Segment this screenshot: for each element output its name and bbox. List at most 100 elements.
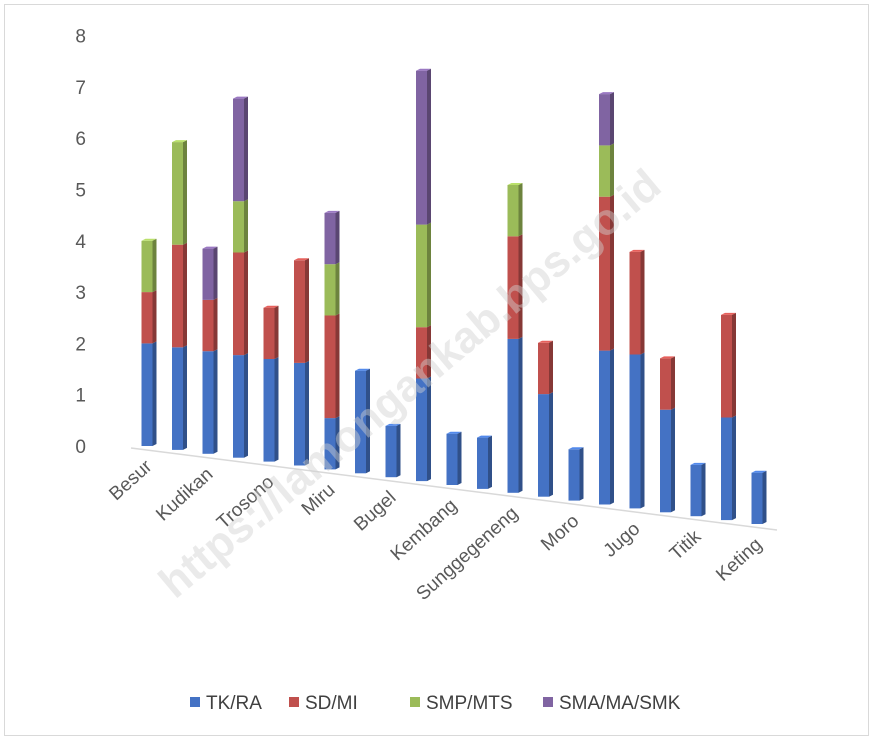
bar-top — [690, 462, 706, 465]
bar-top — [477, 435, 492, 438]
bar-segment — [141, 341, 157, 446]
bar-segment — [202, 297, 218, 352]
y-tick-label: 1 — [75, 386, 86, 407]
bar-segment — [599, 143, 614, 197]
y-axis-ticks: 0 1 2 3 4 5 6 7 8 — [75, 27, 86, 458]
bar-top — [599, 92, 614, 95]
floor-line — [130, 447, 778, 531]
bar-segment — [172, 242, 187, 348]
bar-top — [416, 68, 431, 71]
bar-segment — [294, 360, 309, 466]
bar-segment — [324, 416, 340, 470]
bar-top — [507, 183, 523, 185]
bar-segment — [324, 262, 340, 316]
bar-segment — [538, 340, 553, 395]
bar-segment — [172, 345, 187, 450]
bar-segment — [416, 68, 431, 225]
legend-item: SMA/MA/SMK — [543, 693, 681, 714]
bar-segment — [263, 357, 279, 462]
bar-segment — [263, 305, 279, 359]
bar-segment — [324, 210, 340, 265]
bar-segment — [202, 349, 218, 454]
x-tick-label: Jugo — [600, 519, 645, 562]
legend-label: SMP/MTS — [426, 693, 513, 714]
bar-top — [538, 340, 553, 343]
bar-segment — [416, 222, 431, 328]
bar-top — [355, 368, 370, 371]
bar-top — [263, 305, 279, 308]
bar-top — [568, 447, 584, 450]
bar-segment — [172, 140, 187, 245]
bar-top — [629, 249, 645, 252]
chart-floor — [130, 447, 778, 531]
y-tick-label: 0 — [75, 437, 86, 458]
y-tick-label: 6 — [75, 129, 86, 150]
bar-top — [202, 246, 218, 249]
bars — [141, 68, 767, 524]
bar-top — [172, 140, 187, 143]
bar-segment — [477, 435, 492, 489]
bar-segment — [629, 249, 645, 355]
bar-segment — [599, 92, 614, 146]
legend-item: TK/RA — [190, 693, 262, 714]
legend-label: TK/RA — [206, 693, 262, 714]
bar-segment — [538, 392, 553, 497]
bar-segment — [507, 234, 523, 339]
bar-segment — [721, 415, 736, 521]
x-tick-label: Kudikan — [152, 464, 217, 526]
legend-label: SMA/MA/SMK — [559, 693, 681, 714]
x-tick-label: Moro — [537, 511, 583, 556]
y-tick-label: 5 — [75, 181, 86, 202]
bar-top — [721, 312, 736, 315]
legend: TK/RA SD/MI SMP/MTS SMA/MA/SMK — [190, 693, 681, 714]
legend-swatch — [289, 697, 299, 707]
bar-top — [446, 431, 462, 434]
bar-segment — [568, 447, 584, 501]
bar-segment — [233, 353, 248, 458]
bar-segment — [233, 199, 248, 253]
x-tick-label: Bugel — [350, 487, 400, 535]
bar-segment — [721, 312, 736, 418]
y-tick-label: 7 — [75, 78, 86, 99]
bar-segment — [507, 183, 523, 237]
bar-segment — [355, 368, 370, 474]
bar-segment — [294, 258, 309, 363]
bar-top — [141, 238, 157, 241]
legend-swatch — [410, 697, 420, 707]
bar-segment — [751, 470, 767, 524]
legend-swatch — [190, 697, 200, 707]
bar-segment — [660, 356, 675, 410]
bar-segment — [599, 194, 614, 351]
bar-top — [385, 423, 401, 426]
bar-segment — [416, 325, 431, 379]
x-tick-label: Keting — [712, 534, 766, 586]
bar-top — [294, 258, 309, 261]
x-tick-label: Titik — [666, 526, 706, 565]
bar-segment — [233, 250, 248, 356]
bar-segment — [446, 431, 462, 485]
bar-segment — [141, 290, 157, 344]
y-tick-label: 2 — [75, 334, 86, 355]
bar-segment — [599, 348, 614, 505]
bar-segment — [416, 376, 431, 482]
legend-item: SMP/MTS — [410, 693, 513, 714]
y-tick-label: 4 — [75, 232, 86, 253]
legend-swatch — [543, 697, 553, 707]
bar-segment — [660, 407, 675, 513]
x-tick-label: Besur — [105, 456, 156, 505]
legend-item: SD/MI — [289, 693, 358, 714]
bar-segment — [141, 238, 157, 293]
bar-segment — [629, 352, 645, 509]
bar-segment — [690, 462, 706, 517]
bar-segment — [324, 313, 340, 419]
y-tick-label: 8 — [75, 27, 86, 48]
bar-segment — [233, 96, 248, 202]
bar-segment — [202, 246, 218, 300]
bar-segment — [385, 423, 401, 478]
bar-top — [233, 96, 248, 99]
bar-segment — [507, 336, 523, 493]
bar-top — [751, 470, 767, 473]
bar-top — [660, 356, 675, 359]
legend-label: SD/MI — [305, 693, 358, 714]
